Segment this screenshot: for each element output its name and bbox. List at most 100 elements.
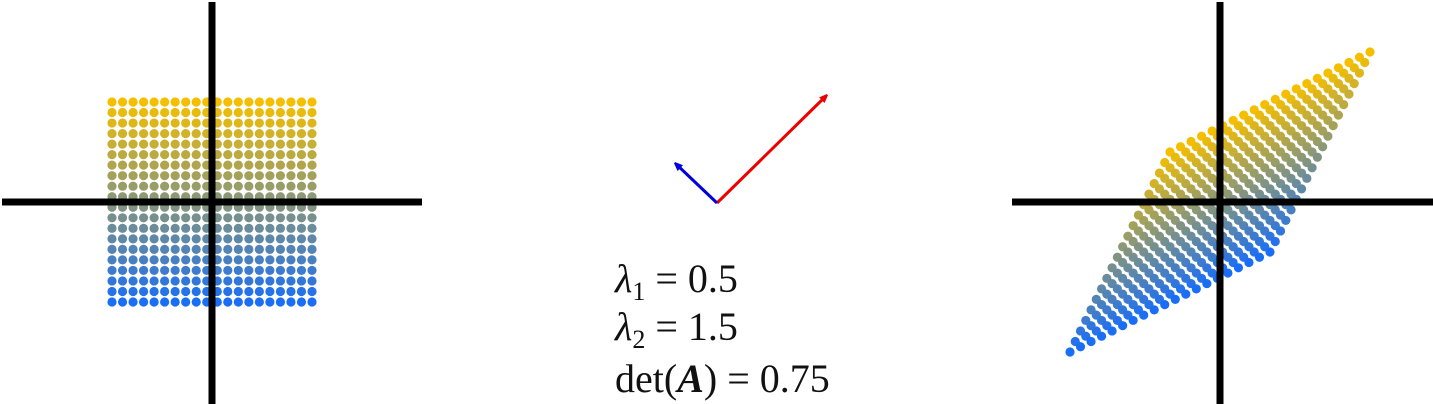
grid-dot <box>275 181 286 191</box>
grid-dot <box>223 160 233 170</box>
grid-dot <box>160 139 170 149</box>
grid-dot <box>1333 110 1344 120</box>
grid-dot <box>1270 236 1280 247</box>
grid-dot <box>107 139 117 149</box>
grid-dot <box>191 160 201 170</box>
grid-dot <box>107 286 117 297</box>
grid-dot <box>265 223 275 233</box>
grid-dot <box>1302 173 1312 183</box>
grid-dot <box>128 297 138 307</box>
grid-dot <box>149 181 159 191</box>
grid-dot <box>233 286 243 297</box>
grid-dot <box>117 286 128 297</box>
grid-dot <box>1170 294 1180 304</box>
grid-dot <box>233 297 243 307</box>
grid-dot <box>307 297 317 307</box>
grid-dot <box>149 286 159 297</box>
grid-dot <box>138 234 149 244</box>
grid-dot <box>275 97 286 107</box>
grid-dot <box>286 150 296 160</box>
grid-dot <box>307 171 317 181</box>
grid-dot <box>170 128 180 139</box>
grid-dot <box>181 181 191 191</box>
grid-dot <box>265 213 275 223</box>
grid-dot <box>191 286 201 297</box>
grid-dot <box>128 255 138 265</box>
grid-dot <box>307 234 317 244</box>
grid-dot <box>1181 289 1191 299</box>
grid-dot <box>138 286 149 297</box>
grid-dot <box>265 265 275 276</box>
grid-dot <box>181 213 191 223</box>
grid-dot <box>254 286 264 297</box>
grid-dot <box>233 107 243 118</box>
grid-dot <box>107 244 117 254</box>
eigenvector-blue <box>676 164 719 205</box>
grid-dot <box>233 150 243 160</box>
grid-dot <box>191 223 201 233</box>
grid-dot <box>296 286 307 297</box>
grid-dot <box>191 276 201 286</box>
grid-dot <box>181 276 191 286</box>
grid-dot <box>254 223 264 233</box>
grid-dot <box>1075 342 1086 352</box>
grid-dot <box>233 181 243 191</box>
grid-dot <box>296 255 307 265</box>
grid-dot <box>254 255 264 265</box>
grid-dot <box>265 244 275 254</box>
grid-dot <box>138 213 149 223</box>
grid-dot <box>107 265 117 276</box>
grid-dot <box>307 286 317 297</box>
grid-dot <box>149 223 159 233</box>
grid-dot <box>128 160 138 170</box>
grid-dot <box>275 171 286 181</box>
grid-dot <box>170 97 180 107</box>
grid-dot <box>265 171 275 181</box>
grid-dot <box>244 244 254 254</box>
grid-dot <box>181 118 191 128</box>
grid-dot <box>265 118 275 128</box>
grid-dot <box>286 255 296 265</box>
grid-dot <box>149 118 159 128</box>
grid-dot <box>1328 121 1338 131</box>
grid-dot <box>296 118 307 128</box>
grid-dot <box>275 223 286 233</box>
grid-dot <box>307 128 317 139</box>
grid-dot <box>170 171 180 181</box>
grid-dot <box>170 244 180 254</box>
grid-dot <box>181 265 191 276</box>
grid-dot <box>138 107 149 118</box>
grid-dot <box>244 223 254 233</box>
grid-dot <box>275 213 286 223</box>
grid-dot <box>138 118 149 128</box>
grid-dot <box>117 297 128 307</box>
grid-dot <box>233 265 243 276</box>
grid-dot <box>275 286 286 297</box>
grid-dot <box>149 160 159 170</box>
grid-dot <box>149 107 159 118</box>
grid-dot <box>117 128 128 139</box>
grid-dot <box>307 181 317 191</box>
grid-dot <box>254 160 264 170</box>
grid-dot <box>275 244 286 254</box>
grid-dot <box>107 297 117 307</box>
grid-dot <box>286 181 296 191</box>
grid-dot <box>117 276 128 286</box>
grid-dot <box>160 171 170 181</box>
grid-dot <box>223 107 233 118</box>
grid-dot <box>244 160 254 170</box>
grid-dot <box>233 118 243 128</box>
grid-dot <box>233 213 243 223</box>
grid-dot <box>149 244 159 254</box>
grid-dot <box>1281 215 1291 226</box>
grid-dot <box>191 139 201 149</box>
grid-dot <box>170 276 180 286</box>
grid-dot <box>128 118 138 128</box>
grid-dot <box>117 150 128 160</box>
grid-dot <box>107 213 117 223</box>
grid-dot <box>296 276 307 286</box>
grid-dot <box>307 150 317 160</box>
grid-dot <box>1344 89 1354 99</box>
grid-dot <box>223 265 233 276</box>
